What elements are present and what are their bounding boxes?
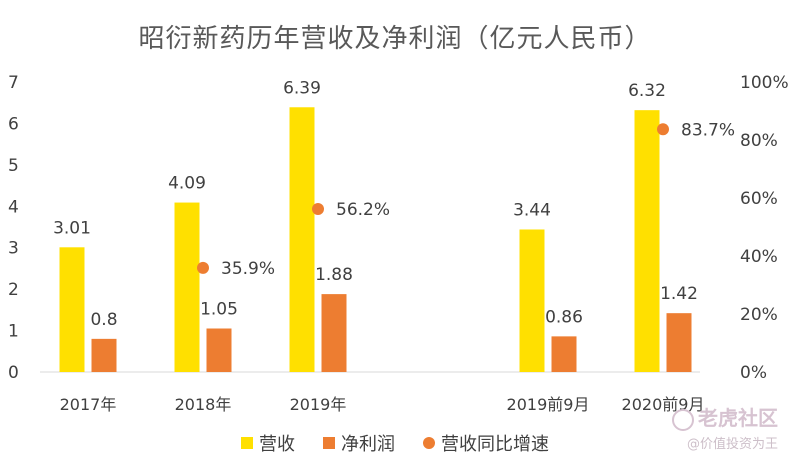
data-label-net-profit: 0.8 xyxy=(90,310,117,330)
x-tick-label: 2017年 xyxy=(60,395,117,414)
legend-label-revenue: 营收 xyxy=(259,434,295,455)
data-label-net-profit: 1.05 xyxy=(200,300,238,320)
y-right-tick-label: 80% xyxy=(740,131,778,151)
y-right-tick-label: 0% xyxy=(740,363,767,383)
tiger-logo-icon xyxy=(672,408,694,431)
y-left-tick-label: 4 xyxy=(8,197,19,217)
growth-point xyxy=(312,203,324,216)
bar-net-profit xyxy=(91,338,117,372)
y-right-tick-label: 100% xyxy=(740,73,789,93)
data-label-growth: 83.7% xyxy=(681,120,735,140)
data-label-net-profit: 1.42 xyxy=(660,284,698,304)
x-tick-label: 2018年 xyxy=(175,395,232,414)
growth-point xyxy=(657,123,669,136)
data-label-growth: 56.2% xyxy=(336,200,390,220)
data-label-growth: 35.9% xyxy=(221,259,275,279)
legend-item-revenue: 营收 xyxy=(241,430,295,456)
bar-revenue xyxy=(174,202,200,372)
bar-net-profit xyxy=(551,336,577,372)
data-label-net-profit: 0.86 xyxy=(545,307,583,327)
bar-revenue xyxy=(634,110,660,373)
data-label-revenue: 4.09 xyxy=(168,174,206,194)
bar-revenue xyxy=(519,229,545,372)
bar-revenue xyxy=(289,107,315,373)
growth-point xyxy=(197,261,209,274)
data-label-revenue: 3.44 xyxy=(513,200,551,220)
legend-label-growth: 营收同比增速 xyxy=(441,434,549,455)
data-label-revenue: 6.32 xyxy=(628,81,666,101)
chart-title: 昭衍新药历年营收及净利润（亿元人民币） xyxy=(138,24,652,54)
y-left-tick-label: 2 xyxy=(8,280,19,300)
data-label-revenue: 6.39 xyxy=(283,78,321,98)
data-label-revenue: 3.01 xyxy=(53,218,91,238)
bar-net-profit xyxy=(206,328,232,372)
legend-label-net-profit: 净利润 xyxy=(341,434,395,455)
bar-net-profit xyxy=(321,294,347,372)
y-right-tick-label: 20% xyxy=(740,305,778,325)
chart-legend: 营收 净利润 营收同比增速 xyxy=(0,430,790,456)
watermark-line2: @价值投资为王 xyxy=(686,437,778,452)
bar-revenue xyxy=(59,247,85,372)
bar-net-profit xyxy=(666,313,692,372)
legend-swatch-growth xyxy=(423,437,435,449)
watermark-line1: 老虎社区 xyxy=(698,406,778,430)
legend-item-growth: 营收同比增速 xyxy=(423,430,549,456)
y-left-tick-label: 1 xyxy=(8,322,19,342)
legend-swatch-revenue xyxy=(241,437,253,449)
y-left-tick-label: 6 xyxy=(8,114,19,134)
watermark-brand: 老虎社区 xyxy=(672,402,778,431)
y-left-tick-label: 5 xyxy=(8,156,19,176)
y-right-tick-label: 40% xyxy=(740,247,778,267)
y-left-tick-label: 7 xyxy=(8,73,19,93)
legend-item-net-profit: 净利润 xyxy=(323,430,395,456)
legend-swatch-net-profit xyxy=(323,437,335,449)
y-left-tick-label: 3 xyxy=(8,239,19,259)
y-right-tick-label: 60% xyxy=(740,189,778,209)
x-tick-label: 2019前9月 xyxy=(507,395,590,414)
watermark: 老虎社区 @价值投资为王 xyxy=(672,402,778,452)
x-tick-label: 2019年 xyxy=(290,395,347,414)
y-left-tick-label: 0 xyxy=(8,363,19,383)
data-label-net-profit: 1.88 xyxy=(315,265,353,285)
